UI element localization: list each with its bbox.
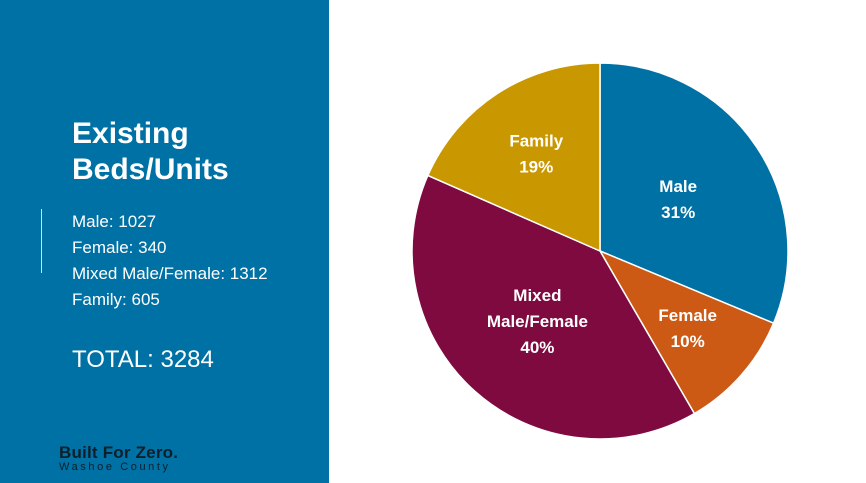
stat-family: Family: 605 bbox=[72, 290, 160, 309]
stat-mixed: Mixed Male/Female: 1312 bbox=[72, 264, 268, 283]
stat-male: Male: 1027 bbox=[72, 212, 157, 231]
stats-list: Male: 1027 Female: 340 Mixed Male/Female… bbox=[72, 209, 268, 313]
pie-slice-family bbox=[426, 62, 601, 253]
left-panel: Existing Beds/Units Male: 1027 Female: 3… bbox=[0, 0, 329, 483]
pie-slice-female bbox=[598, 249, 775, 415]
pie-slice-male bbox=[599, 62, 789, 325]
pie-label-male: Male 31% bbox=[659, 177, 697, 222]
page-title: Existing Beds/Units bbox=[72, 117, 229, 186]
pie-label-female: Female 10% bbox=[658, 306, 717, 351]
pie-chart: Male 31% Female 10% Mixed Male/Female 40% Famil… bbox=[411, 62, 789, 440]
pie-label-mixed-male-female: Mixed Male/Female 40% bbox=[487, 286, 588, 357]
stat-female: Female: 340 bbox=[72, 238, 167, 257]
pie-label-family: Family 19% bbox=[509, 131, 563, 176]
divider bbox=[41, 209, 42, 273]
logo-subtitle: Washoe County bbox=[59, 461, 171, 473]
logo-title: Built For Zero. bbox=[59, 443, 179, 462]
total-label: TOTAL: 3284 bbox=[72, 346, 214, 373]
pie-slice-mixed-male-female bbox=[411, 174, 696, 440]
